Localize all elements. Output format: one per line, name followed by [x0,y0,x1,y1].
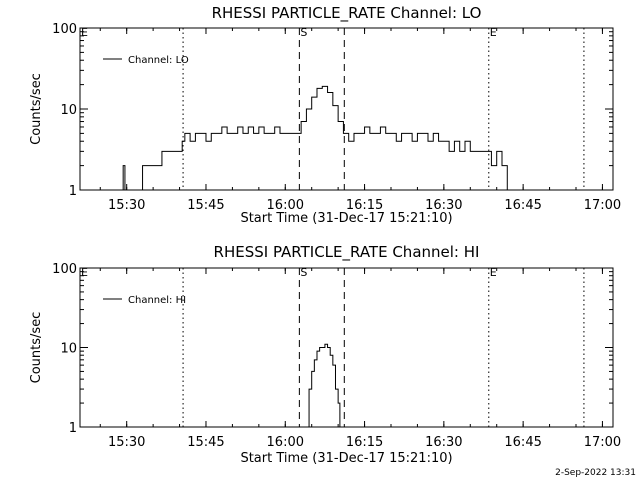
panel2-frame [79,267,614,428]
panel2-ytick-label: 100 [52,262,77,277]
panel2-ylabel: Counts/sec [29,312,44,384]
panel2-ytick-label: 10 [60,342,77,357]
panel2-xtick-label: 15:45 [187,435,224,450]
panel1-xtick-label: 16:45 [504,198,541,213]
panel1-marker-label: E [490,26,497,39]
panel2-xtick-label: 15:30 [108,435,145,450]
panel1-xlabel: Start Time (31-Dec-17 15:21:10) [240,211,452,226]
panel1-marker-label: S [300,26,307,39]
panel1-ylabel: Counts/sec [29,73,44,145]
panel1-series-line [121,85,518,191]
panel2-xlabel: Start Time (31-Dec-17 15:21:10) [240,451,452,466]
panel2-xtick-label: 17:00 [584,435,621,450]
panel2-legend-label: Channel: HI [128,295,186,306]
panel2-marker-label: E [490,266,497,279]
panel2-xtick-label: 16:15 [346,435,383,450]
panel2-marker-label: E [81,266,88,279]
panel2-xtick-label: 16:45 [504,435,541,450]
panel1-xtick-label: 17:00 [584,198,621,213]
panel1-xtick-label: 16:30 [425,198,462,213]
panel2-marker-label: S [300,266,307,279]
panel2-xtick-label: 16:00 [267,435,304,450]
panel1-title: RHESSI PARTICLE_RATE Channel: LO [212,4,482,23]
panel1-xtick-label: 15:30 [108,198,145,213]
panel2-title: RHESSI PARTICLE_RATE Channel: HI [214,243,480,262]
panel1-marker-label: E [81,26,88,39]
panel1-ytick-label: 100 [52,22,77,37]
panel1-legend-label: Channel: LO [128,55,189,66]
panel1-ytick-label: 10 [60,103,77,118]
panel1-ytick-label: 1 [69,184,77,199]
panel2-xtick-label: 16:30 [425,435,462,450]
panel1-xtick-label: 16:00 [267,198,304,213]
panel2-ytick-label: 1 [69,421,77,436]
panel2-series-line [305,343,341,428]
panel1-xtick-label: 16:15 [346,198,383,213]
footer-date: 2-Sep-2022 13:31 [555,468,636,478]
panel1-xtick-label: 15:45 [187,198,224,213]
